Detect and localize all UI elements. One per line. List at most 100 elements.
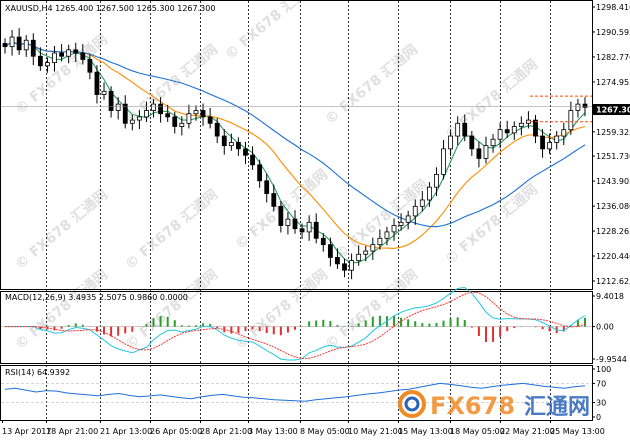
rsi-tick-label: 30 — [596, 399, 606, 408]
candle-body — [172, 116, 178, 127]
logo-swirl-icon — [398, 390, 426, 418]
candle-body — [363, 250, 369, 255]
candle-body — [377, 237, 383, 246]
candle-body — [250, 154, 255, 166]
candle-body — [278, 205, 284, 226]
candle-body — [23, 39, 29, 51]
candle-body — [80, 52, 86, 60]
candle-body — [271, 193, 277, 207]
candle-body — [391, 225, 397, 233]
vertical-grid — [46, 1, 551, 420]
candle-body — [165, 113, 171, 118]
candle-body — [243, 148, 248, 156]
candle-body — [101, 90, 107, 95]
macd-signal-line — [5, 291, 586, 360]
candle-body — [434, 173, 439, 188]
candle-body — [398, 221, 404, 226]
price-tick-label: 1228.265 — [596, 227, 630, 236]
candle-body — [405, 215, 411, 223]
rsi-line — [4, 382, 586, 402]
rsi-axis: 100 70 30 0 — [592, 365, 611, 422]
candle-body — [448, 135, 454, 150]
candle-body — [526, 119, 531, 124]
time-tick-label: 10 May 21:00 — [348, 427, 403, 436]
candle-body — [207, 116, 213, 124]
time-tick-label: 18 Apr 21:00 — [46, 427, 98, 436]
candle-body — [504, 129, 510, 134]
candle-body — [136, 116, 142, 121]
price-tick-label: 1290.595 — [596, 28, 630, 37]
candlestick-series — [2, 28, 588, 280]
candle-body — [356, 253, 362, 262]
price-tick-label: 1259.325 — [596, 128, 630, 137]
rsi-tick-label: 0 — [596, 413, 601, 422]
candle-body — [441, 148, 446, 175]
logo-cn: 汇通网 — [524, 395, 590, 420]
candle-body — [462, 122, 468, 137]
candle-body — [200, 110, 206, 118]
time-tick-label: 8 May 05:00 — [300, 427, 350, 436]
candle-body — [483, 145, 489, 159]
macd-line — [5, 286, 586, 361]
current-price-label: 1267.300 — [596, 106, 630, 115]
candle-body — [228, 142, 234, 147]
macd-header: MACD(12,26,9) 3.4935 2.5075 0.9860 0.000… — [5, 293, 188, 302]
time-tick-label: 18 May 05:00 — [450, 427, 505, 436]
candle-body — [426, 186, 432, 201]
time-tick-label: 13 Apr 2017 — [2, 427, 51, 436]
candle-body — [313, 221, 319, 239]
candle-body — [561, 129, 567, 137]
price-tick-label: 1274.955 — [596, 78, 630, 87]
candle-body — [221, 135, 227, 147]
candle-body — [179, 122, 185, 127]
current-price-tag: 1267.300 — [593, 104, 630, 115]
logo-name: FX678 — [430, 392, 515, 420]
candle-body — [129, 119, 135, 124]
candle-body — [158, 103, 164, 115]
candle-body — [52, 52, 57, 64]
macd-tick-label: 9.4018 — [596, 292, 624, 301]
candle-body — [45, 62, 50, 67]
candle-body — [16, 36, 22, 51]
macd-tick-label: 0.00 — [596, 323, 614, 332]
candle-body — [490, 138, 496, 147]
candle-body — [73, 49, 79, 54]
candle-body — [384, 231, 390, 239]
ma-slow-line — [4, 41, 586, 228]
candle-body — [320, 237, 326, 246]
ma-mid-line — [4, 41, 586, 249]
candle-body — [370, 244, 376, 252]
time-tick-label: 26 Apr 05:00 — [150, 427, 202, 436]
candle-body — [469, 135, 475, 150]
candle-body — [37, 55, 43, 67]
candle-body — [342, 263, 347, 271]
rsi-tick-label: 100 — [596, 365, 611, 374]
rsi-header: RSI(14) 64.9392 — [5, 368, 70, 377]
candle-body — [236, 142, 241, 150]
candle-body — [257, 164, 263, 182]
candle-body — [540, 135, 545, 150]
candle-body — [144, 110, 149, 118]
time-tick-label: 21 Apr 13:00 — [100, 427, 152, 436]
price-tick-label: 1243.905 — [596, 177, 630, 186]
candle-body — [476, 148, 482, 159]
price-tick-label: 1251.730 — [596, 152, 630, 161]
candle-body — [547, 142, 553, 150]
candle-body — [9, 36, 15, 48]
candle-body — [193, 110, 199, 115]
price-tick-label: 1282.770 — [596, 53, 630, 62]
candle-body — [511, 126, 517, 134]
price-tick-label: 1220.440 — [596, 252, 630, 261]
main-header: XAUUSD,H4 1265.400 1267.500 1265.300 126… — [5, 4, 215, 13]
candle-body — [455, 122, 461, 137]
candle-body — [497, 129, 503, 140]
candle-body — [335, 257, 340, 265]
candle-body — [575, 103, 581, 111]
time-tick-label: 15 May 13:00 — [398, 427, 453, 436]
candle-body — [292, 218, 298, 230]
candle-body — [87, 59, 93, 73]
candle-body — [285, 218, 291, 226]
